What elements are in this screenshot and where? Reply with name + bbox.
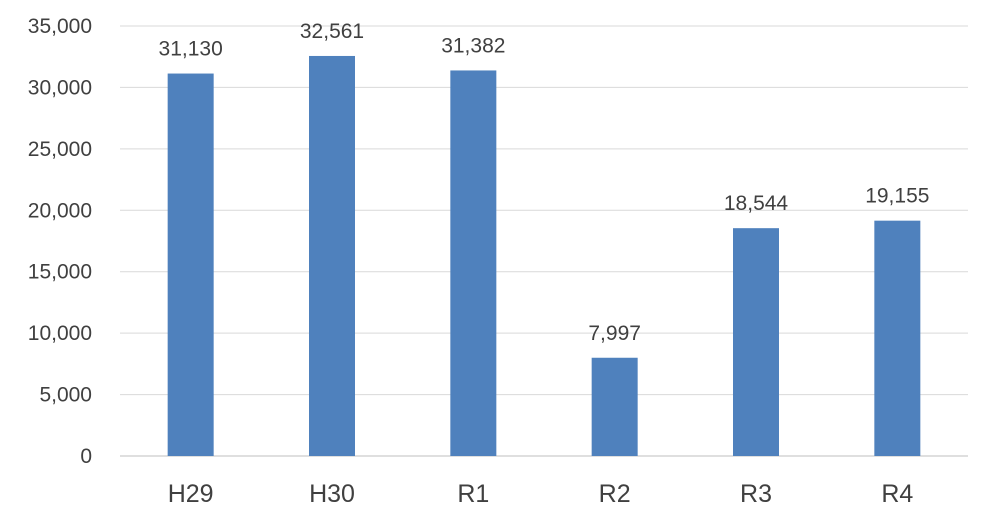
data-label: 31,382 [441, 34, 505, 57]
gridlines [120, 25, 968, 457]
data-labels: 31,130 32,561 31,382 7,997 18,544 19,155 [159, 20, 930, 345]
bar-r4 [874, 220, 921, 456]
x-tick-label: R2 [599, 480, 631, 508]
bar-r3 [733, 228, 779, 456]
y-tick-label: 20,000 [28, 199, 92, 222]
y-tick-label: 10,000 [28, 322, 92, 345]
y-tick-label: 30,000 [28, 76, 92, 99]
data-label: 19,155 [865, 185, 929, 208]
bar-h30 [309, 55, 355, 457]
x-axis-tick-labels: H29 H30 R1 R2 R3 R4 [168, 480, 914, 508]
data-label: 32,561 [300, 20, 364, 43]
x-tick-label: H30 [309, 480, 355, 508]
y-tick-label: 35,000 [28, 15, 92, 38]
x-tick-label: R3 [740, 480, 772, 508]
data-label: 7,997 [588, 322, 641, 345]
bar-r1 [450, 70, 497, 457]
bar-r2 [591, 357, 638, 456]
x-tick-label: H29 [168, 480, 214, 508]
y-tick-label: 15,000 [28, 261, 92, 284]
y-tick-label: 25,000 [28, 138, 92, 161]
data-label: 18,544 [724, 192, 789, 215]
y-tick-label: 5,000 [39, 384, 92, 407]
y-tick-label: 0 [80, 445, 92, 468]
x-tick-label: R4 [881, 480, 913, 508]
x-tick-label: R1 [457, 480, 489, 508]
data-label: 31,130 [159, 38, 223, 61]
bars [167, 55, 921, 457]
y-axis-tick-labels: 0 5,000 10,000 15,000 20,000 25,000 30,000 35,0… [28, 15, 92, 468]
bar-h29 [167, 73, 214, 456]
